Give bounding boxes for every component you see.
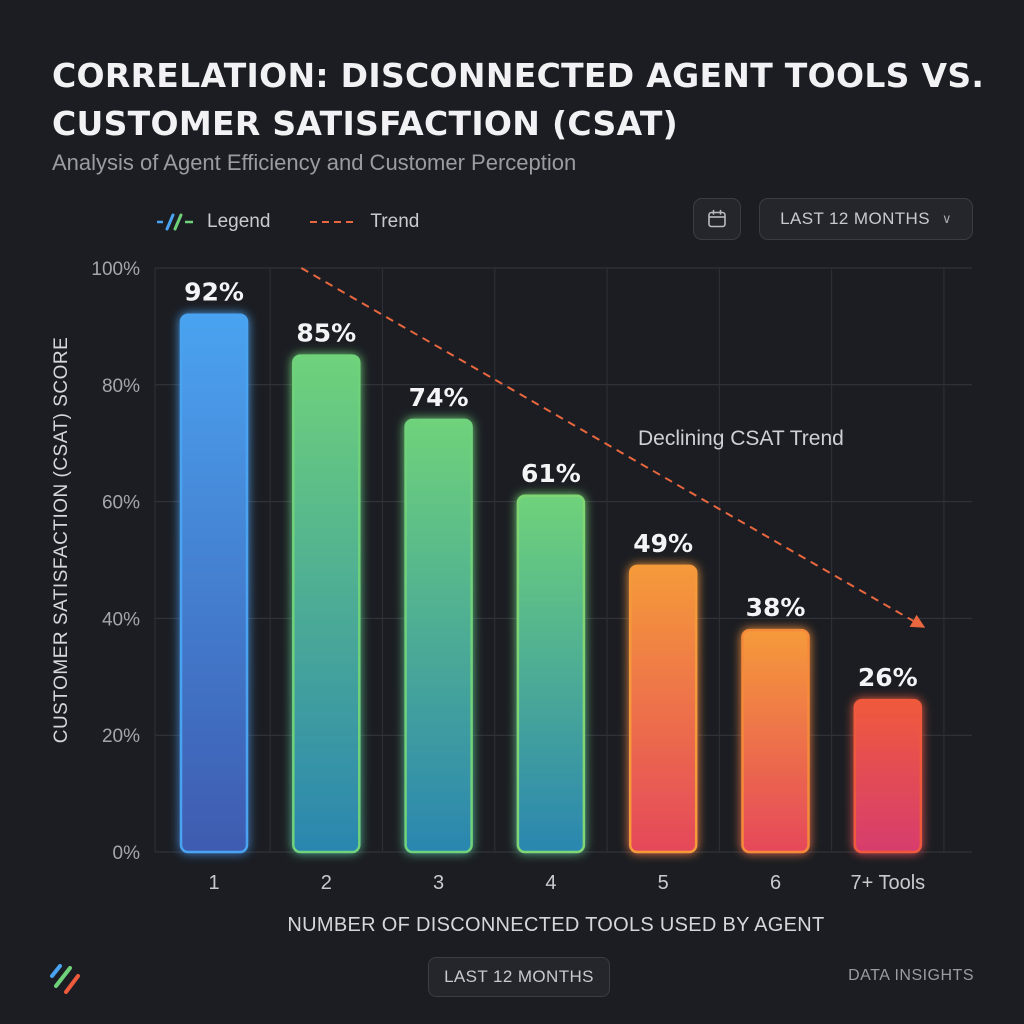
page-subtitle: Analysis of Agent Efficiency and Custome… (52, 150, 577, 175)
y-tick-label: 100% (91, 259, 140, 280)
calendar-icon (708, 209, 726, 228)
calendar-button[interactable] (693, 198, 741, 240)
x-tick-label: 5 (658, 872, 669, 894)
trend-line (300, 267, 926, 628)
chart-bars (179, 313, 923, 854)
bar-2[interactable] (292, 354, 361, 854)
bar-value-label: 74% (409, 383, 469, 412)
footer-range-label: LAST 12 MONTHS (444, 967, 594, 986)
chevron-down-icon: ∨ (941, 211, 952, 226)
logo-icon (50, 964, 80, 994)
bar-5[interactable] (628, 564, 698, 854)
y-tick-label: 60% (102, 493, 140, 514)
bar-1[interactable] (179, 313, 249, 854)
bar-value-label: 61% (521, 459, 581, 488)
date-range-label: LAST 12 MONTHS (780, 209, 930, 228)
bar-value-label: 92% (184, 278, 244, 307)
bar-value-label: 38% (746, 593, 806, 622)
footer-range-button[interactable]: LAST 12 MONTHS (428, 957, 610, 997)
legend: Legend Trend (155, 207, 457, 237)
x-tick-label: 3 (433, 872, 444, 894)
brand-logo (46, 958, 86, 1003)
bar-7[interactable] (853, 698, 923, 854)
legend-item[interactable]: Legend (155, 211, 270, 233)
trend-dash-icon (310, 221, 359, 223)
x-tick-label: 4 (545, 872, 556, 894)
x-tick-label: 1 (208, 872, 219, 894)
y-axis-label: CUSTOMER SATISFACTION (CSAT) SCORE (51, 337, 72, 744)
bar-4[interactable] (516, 494, 586, 854)
date-range-select[interactable]: LAST 12 MONTHS ∨ (759, 198, 973, 240)
y-tick-label: 40% (102, 609, 140, 630)
y-tick-label: 20% (102, 726, 140, 747)
x-tick-label: 7+ Tools (850, 872, 925, 894)
legend-trend-label: Trend (370, 211, 420, 232)
bar-value-label: 26% (858, 663, 918, 692)
y-tick-label: 80% (102, 376, 140, 397)
bar-value-label: 49% (633, 529, 693, 558)
trend-annotation: Declining CSAT Trend (638, 427, 844, 450)
bar-value-label: 85% (296, 319, 356, 348)
legend-trend-item[interactable]: Trend (308, 211, 419, 233)
bar-3[interactable] (404, 418, 473, 854)
bar-6[interactable] (741, 628, 810, 854)
y-axis-ticks: 0% 20% 40% 60% 80% 100% (91, 259, 140, 864)
legend-bars-icon (157, 213, 193, 231)
footer-brand: DATA INSIGHTS (848, 967, 974, 984)
x-tick-label: 2 (321, 872, 332, 894)
legend-label: Legend (207, 211, 271, 232)
bar-value-labels: 92% 85% 74% 61% 49% 38% 26% (184, 278, 918, 692)
page-title: CORRELATION: DISCONNECTED AGENT TOOLS VS… (52, 56, 985, 143)
x-axis-label: NUMBER OF DISCONNECTED TOOLS USED BY AGE… (287, 914, 824, 936)
y-tick-label: 0% (113, 843, 141, 864)
x-tick-label: 6 (770, 872, 781, 894)
x-axis-ticks: 1 2 3 4 5 6 7+ Tools (208, 872, 925, 894)
